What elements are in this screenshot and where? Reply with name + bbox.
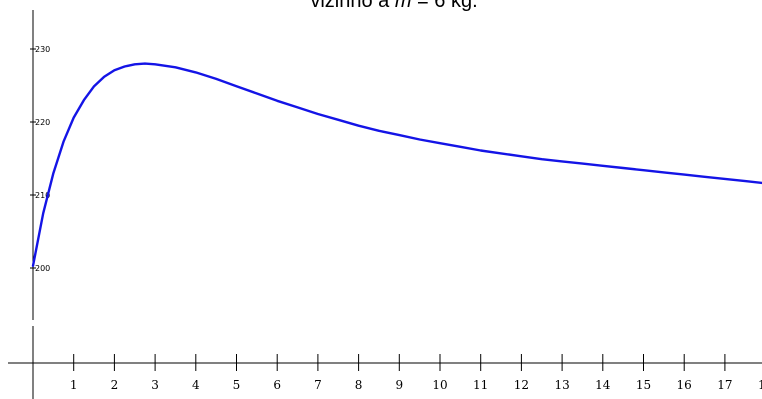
x-tick-label: 1	[70, 378, 78, 392]
x-tick-label: 10	[432, 378, 447, 392]
x-tick-label: 11	[473, 378, 488, 392]
x-tick-label: 16	[677, 378, 692, 392]
x-tick-label: 18	[758, 378, 762, 392]
y-tick-label: 210	[35, 191, 50, 200]
series-line	[31, 62, 762, 267]
caption-prefix: vizinho a	[310, 0, 395, 12]
x-tick-label: 9	[395, 378, 403, 392]
caption: vizinho a m = 6 kg.	[310, 0, 477, 12]
caption-suffix: = 6 kg.	[412, 0, 478, 12]
x-tick-label: 4	[192, 378, 200, 392]
y-tick-label: 230	[35, 45, 50, 54]
y-axis-ticks: 200 210 220 230	[30, 45, 50, 273]
x-tick-label: 3	[151, 378, 159, 392]
x-tick-label: 7	[314, 378, 322, 392]
x-tick-label: 5	[233, 378, 241, 392]
x-tick-label: 15	[636, 378, 651, 392]
x-tick-label: 14	[595, 378, 611, 392]
y-tick-label: 220	[35, 118, 50, 127]
y-tick-label: 200	[35, 264, 50, 273]
x-tick-label: 13	[554, 378, 569, 392]
caption-variable: m	[395, 0, 412, 12]
x-tick-label: 17	[717, 378, 732, 392]
x-axis-ticks: 123456789101112131415161718	[70, 354, 762, 392]
x-tick-label: 2	[111, 378, 119, 392]
x-tick-label: 8	[355, 378, 363, 392]
x-tick-label: 6	[273, 378, 281, 392]
x-tick-label: 12	[514, 378, 529, 392]
